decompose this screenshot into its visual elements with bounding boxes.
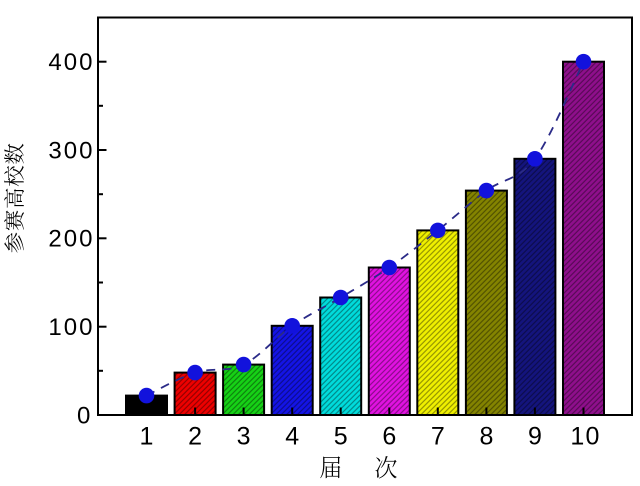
svg-text:6: 6: [382, 422, 396, 450]
svg-text:2: 2: [188, 422, 202, 450]
svg-text:4: 4: [285, 422, 299, 450]
svg-text:8: 8: [479, 422, 493, 450]
svg-text:200: 200: [48, 226, 94, 253]
svg-text:3: 3: [237, 422, 251, 450]
svg-text:1: 1: [140, 422, 154, 450]
svg-text:5: 5: [334, 422, 348, 450]
svg-text:0: 0: [77, 402, 90, 429]
svg-text:9: 9: [528, 422, 542, 450]
svg-text:100: 100: [48, 314, 94, 341]
svg-text:300: 300: [48, 137, 94, 164]
svg-text:7: 7: [431, 422, 445, 450]
svg-text:400: 400: [48, 49, 94, 76]
svg-text:10: 10: [570, 422, 600, 450]
